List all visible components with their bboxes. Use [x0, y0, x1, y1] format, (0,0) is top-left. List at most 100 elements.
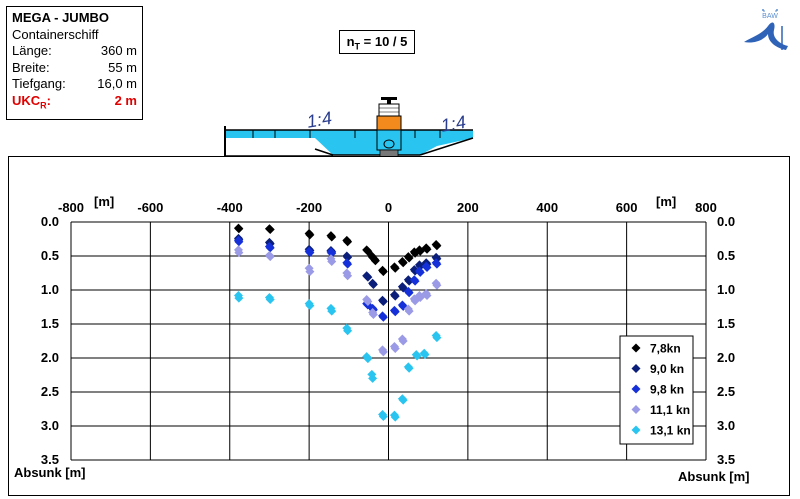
- data-point: [432, 280, 442, 290]
- data-point: [378, 297, 388, 307]
- x-unit-label-right: [m]: [656, 194, 676, 209]
- legend-marker: [631, 405, 641, 414]
- nt-rest: = 10 / 5: [360, 34, 408, 49]
- length-row: Länge: 360 m: [12, 43, 137, 60]
- data-point: [234, 224, 244, 234]
- water-area: [225, 130, 473, 155]
- data-point: [234, 248, 244, 258]
- ship-info-box: MEGA - JUMBO Containerschiff Länge: 360 …: [6, 6, 143, 120]
- series-4: [233, 290, 442, 422]
- data-point: [415, 292, 425, 302]
- chart-grid: [70, 221, 707, 461]
- data-point: [390, 343, 400, 353]
- ukc-label-sub: R: [40, 100, 47, 111]
- data-point: [412, 351, 422, 361]
- legend-label: 11,1 kn: [650, 403, 690, 417]
- chart-legend: 7,8kn 9,0 kn 9,8 kn 11,1 kn 13,1 kn: [619, 335, 694, 445]
- data-point: [422, 263, 432, 273]
- series-0: [233, 223, 442, 277]
- data-point: [404, 288, 414, 298]
- data-point: [368, 280, 378, 290]
- x-tick-label: -400: [217, 200, 243, 215]
- draft-row: Tiefgang: 16,0 m: [12, 76, 137, 93]
- data-point: [327, 232, 337, 242]
- x-tick-label: 200: [457, 200, 479, 215]
- data-point: [343, 252, 353, 262]
- y-tick-label-right: 2.5: [717, 384, 735, 399]
- draft-value: 16,0 m: [97, 76, 137, 91]
- y-axis-label-left: Absunk [m]: [14, 465, 86, 480]
- y-tick-label-left: 0.5: [41, 248, 59, 263]
- baw-logo-icon: BAW: [738, 6, 794, 57]
- y-tick-label-left: 1.0: [41, 282, 59, 297]
- y-tick-label-left: 2.5: [41, 384, 59, 399]
- x-tick-label: -800: [58, 200, 84, 215]
- data-point: [370, 256, 380, 266]
- width-label: Breite:: [12, 59, 50, 75]
- nt-main: n: [346, 34, 355, 49]
- slope-right-label: 1:4: [439, 112, 467, 136]
- draft-label: Tiefgang:: [12, 76, 66, 91]
- y-tick-label-right: 0.0: [717, 214, 735, 229]
- y-tick-label-right: 1.0: [717, 282, 735, 297]
- y-tick-label-left: 3.5: [41, 452, 59, 467]
- y-tick-label-right: 0.5: [717, 248, 735, 263]
- width-row: Breite: 55 m: [12, 60, 137, 77]
- data-point: [327, 256, 337, 266]
- ukc-row: UKCR: 2 m: [12, 93, 137, 114]
- data-point: [390, 307, 400, 317]
- data-point: [378, 347, 388, 357]
- x-tick-label: 400: [536, 200, 558, 215]
- x-tick-label: 600: [616, 200, 638, 215]
- data-point: [378, 312, 388, 322]
- data-point: [390, 412, 400, 422]
- data-point: [234, 237, 244, 247]
- data-point: [343, 259, 353, 269]
- data-point: [305, 230, 315, 240]
- data-point: [432, 241, 442, 251]
- slope-left-label: 1:4: [305, 108, 333, 132]
- baw-logo-text: BAW: [762, 13, 778, 20]
- data-point: [343, 271, 353, 281]
- data-point: [422, 244, 432, 254]
- data-point: [398, 336, 408, 346]
- data-point: [390, 263, 400, 273]
- ship-name: MEGA - JUMBO: [12, 10, 110, 25]
- data-point: [432, 259, 442, 269]
- x-tick-label: 0: [385, 200, 392, 215]
- y-tick-label-left: 3.0: [41, 418, 59, 433]
- data-point: [363, 354, 373, 364]
- data-point: [265, 224, 275, 234]
- y-tick-label-left: 1.5: [41, 316, 59, 331]
- data-point: [368, 309, 378, 319]
- data-point: [265, 295, 275, 305]
- nt-sub: T: [354, 41, 361, 52]
- data-point: [363, 272, 373, 282]
- y-axis-label-right: Absunk [m]: [678, 469, 750, 484]
- ship-type: Containerschiff: [12, 26, 99, 42]
- data-point: [410, 276, 420, 286]
- data-point: [368, 373, 378, 383]
- data-point: [404, 306, 414, 316]
- y-tick-label-left: 0.0: [41, 214, 59, 229]
- data-point: [343, 237, 353, 247]
- data-point: [327, 306, 337, 316]
- ukc-label: UKCR:: [12, 93, 51, 114]
- legend-label: 7,8kn: [650, 342, 681, 356]
- y-tick-label-left: 2.0: [41, 350, 59, 365]
- data-point: [305, 267, 315, 277]
- y-tick-label-right: 3.0: [717, 418, 735, 433]
- legend-marker: [631, 364, 641, 373]
- data-point: [343, 326, 353, 336]
- ukc-value: 2 m: [114, 92, 137, 108]
- container-ship-icon: [376, 97, 402, 161]
- data-point: [378, 267, 388, 277]
- data-point: [398, 395, 408, 405]
- data-point: [265, 252, 275, 262]
- data-point: [305, 248, 315, 258]
- legend-label: 9,8 kn: [650, 383, 684, 397]
- data-point: [305, 301, 315, 311]
- data-point: [363, 297, 373, 307]
- data-point: [422, 290, 432, 300]
